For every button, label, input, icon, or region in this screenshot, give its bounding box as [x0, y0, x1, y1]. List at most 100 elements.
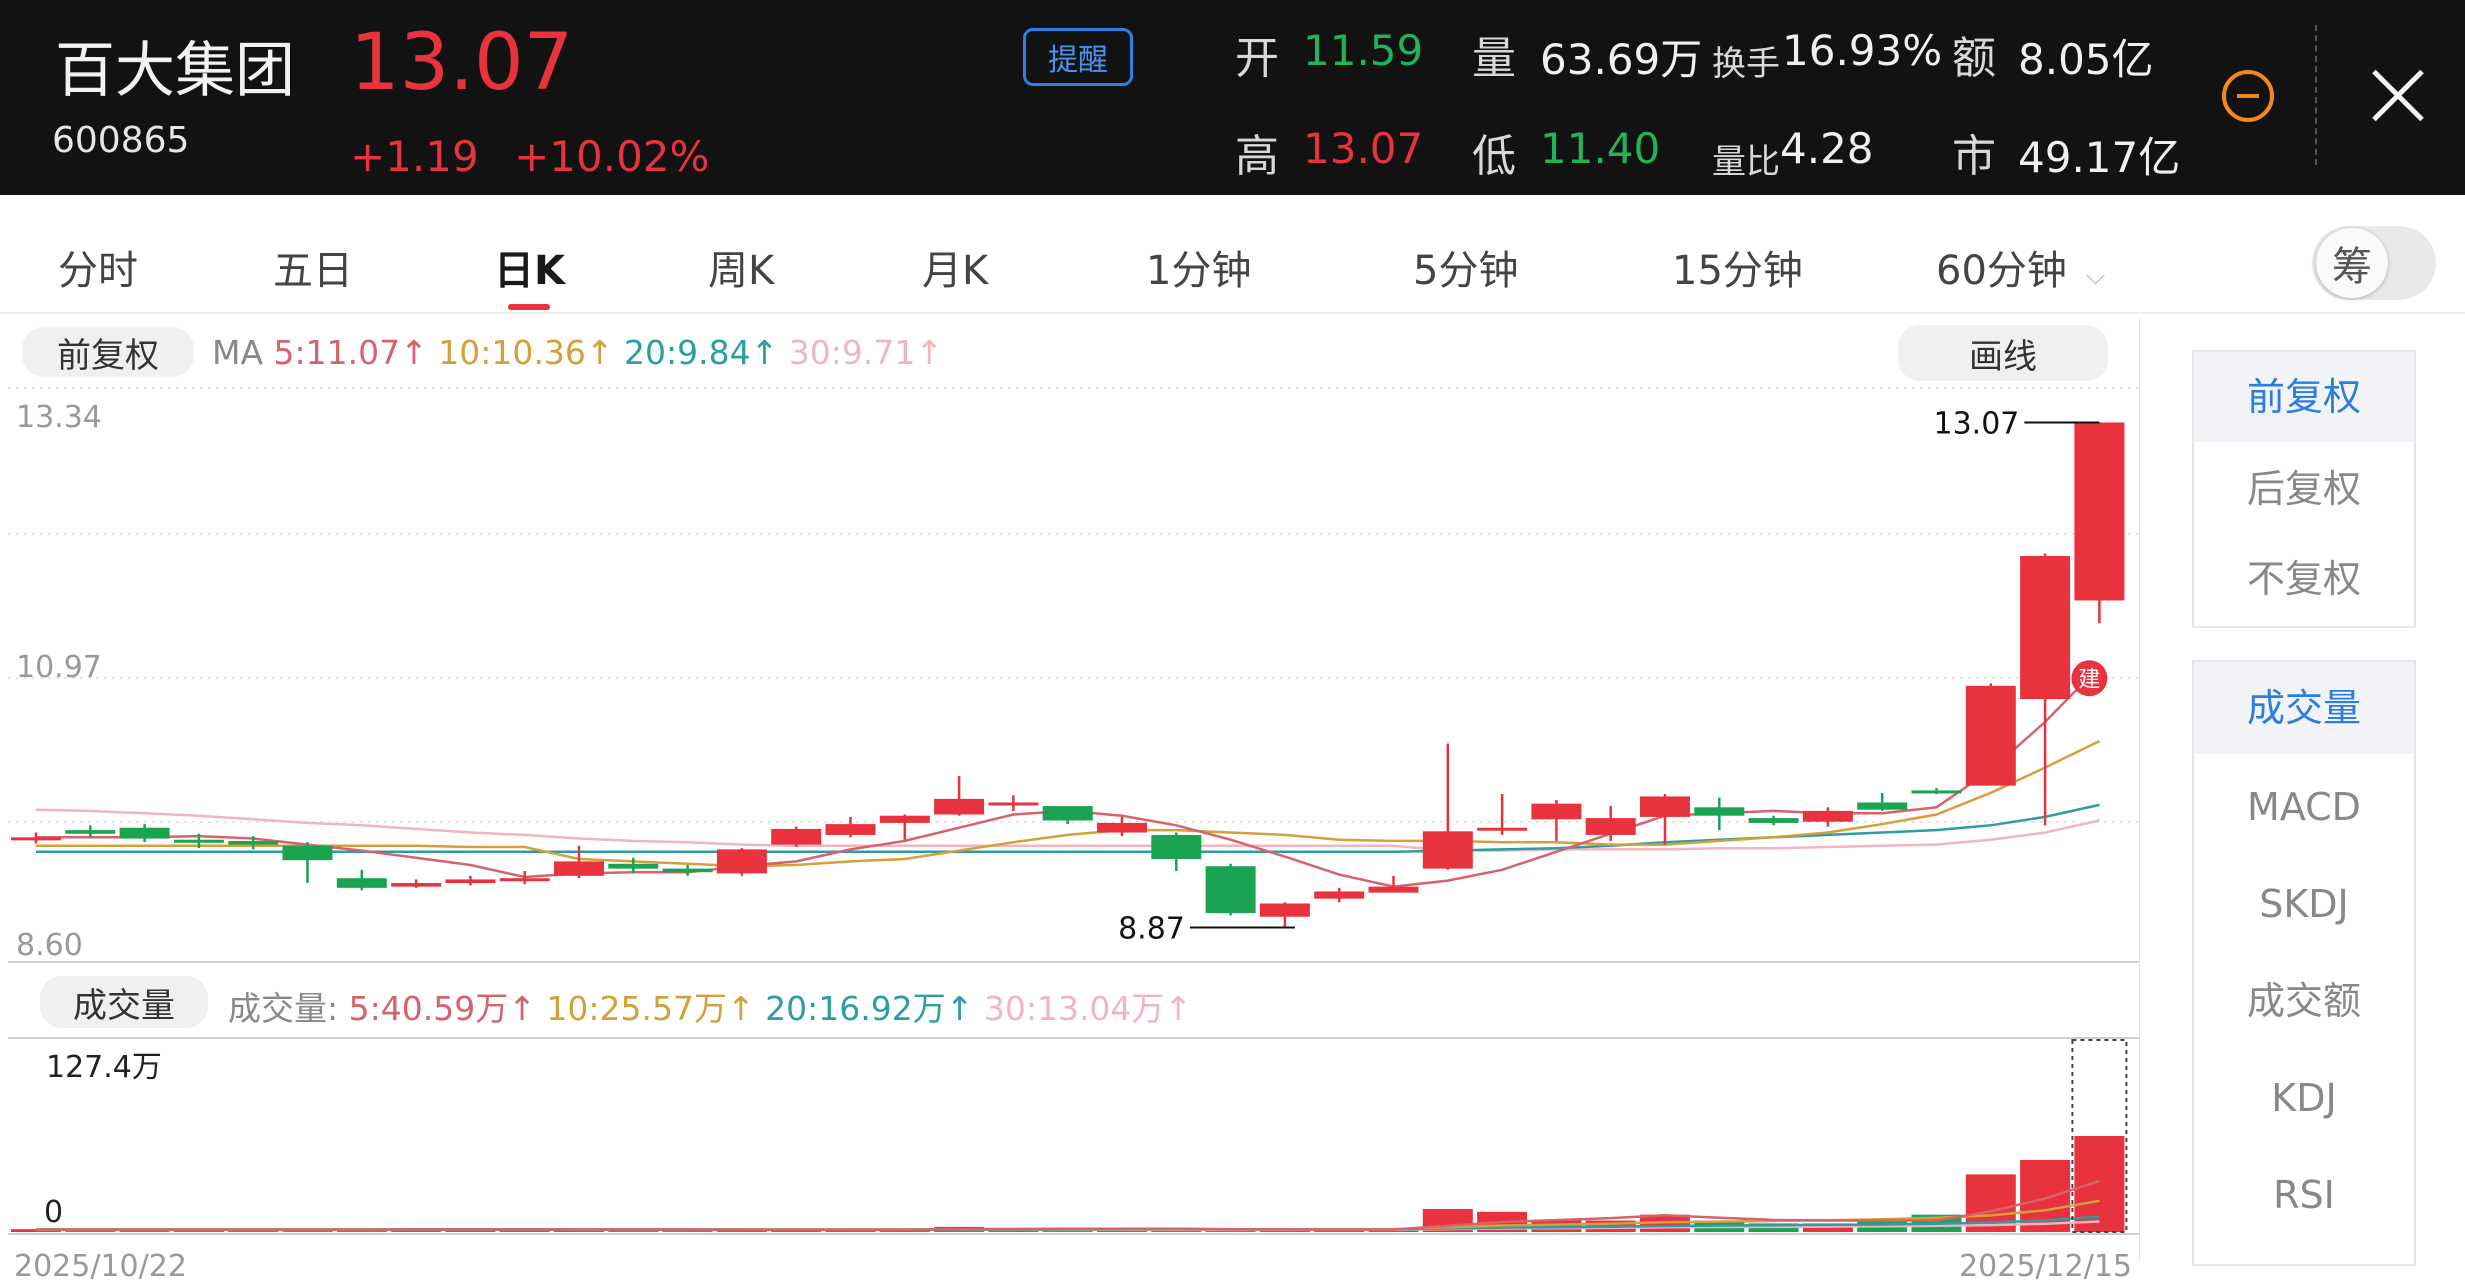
candle	[1314, 887, 1365, 903]
period-tabs: 分时 五日 日K 周K 月K 1分钟 5分钟 15分钟 60分钟 ⌵	[0, 212, 2465, 314]
tab-daily-k[interactable]: 日K	[494, 248, 565, 294]
price-axis-mid: 10.97	[16, 650, 102, 685]
candle	[879, 814, 930, 840]
candle	[1802, 807, 1853, 827]
high-marker-label: 13.07	[1934, 406, 2020, 441]
change-amount: +1.19	[350, 132, 479, 181]
tab-five-day[interactable]: 五日	[273, 248, 353, 294]
candle-body	[173, 839, 224, 843]
side-ind-amount[interactable]: 成交额	[2246, 979, 2361, 1023]
tab-intraday[interactable]: 分时	[58, 248, 138, 294]
tab-60min[interactable]: 60分钟 ⌵	[1936, 238, 2105, 296]
candle-body	[1965, 685, 2016, 786]
vol-ma10-value: 10:25.57万↑	[546, 989, 755, 1028]
price-change: +1.19 +10.02%	[350, 132, 709, 181]
tab-15min[interactable]: 15分钟	[1672, 248, 1803, 294]
price-axis-min: 8.60	[16, 928, 83, 963]
candle-body	[1640, 796, 1690, 817]
remove-watchlist-icon[interactable]	[2222, 70, 2274, 122]
candle-body	[1042, 806, 1093, 821]
tab-monthly-k[interactable]: 月K	[922, 248, 989, 294]
candle-body	[499, 878, 550, 882]
candle	[1531, 800, 1582, 841]
volume-label: 量	[1472, 33, 1516, 84]
ma20-value: 20:9.84↑	[624, 333, 779, 372]
header-divider	[2315, 25, 2317, 165]
candle	[391, 879, 442, 888]
candle-body	[1097, 822, 1147, 833]
volume-ma-lines	[36, 1179, 2100, 1232]
candle-body	[336, 878, 387, 888]
candle	[336, 869, 387, 891]
candle	[173, 833, 224, 849]
high-label: 高	[1235, 131, 1279, 182]
adjust-mode-panel: 前复权 后复权 不复权	[2192, 350, 2416, 628]
last-price: 13.07	[350, 18, 574, 108]
volume-axis-max: 127.4万	[46, 1050, 162, 1085]
volume-indicator-button[interactable]: 成交量	[40, 976, 208, 1028]
candle	[662, 865, 713, 876]
turnover-value: 16.93%	[1782, 26, 1943, 75]
candle	[1205, 863, 1256, 916]
chip-toggle-knob[interactable]: 筹	[2316, 228, 2388, 298]
open-value: 11.59	[1303, 26, 1424, 75]
tab-60min-label: 60分钟	[1936, 248, 2067, 294]
candle-body	[934, 798, 985, 815]
candle	[282, 842, 333, 884]
mcap-value: 49.17亿	[2018, 133, 2181, 182]
candle-body	[445, 879, 496, 884]
candle-body	[1585, 818, 1636, 835]
side-ind-macd[interactable]: MACD	[2247, 785, 2361, 829]
volume-prefix: 成交量:	[228, 989, 339, 1028]
candle-body	[282, 845, 333, 861]
amount-value: 8.05亿	[2018, 35, 2154, 84]
candle	[1259, 902, 1310, 928]
candle	[1151, 832, 1202, 872]
candle	[1748, 815, 1799, 826]
candle-body	[879, 815, 930, 823]
candle	[11, 832, 61, 844]
candle-body	[391, 883, 442, 887]
volume-ma-legend: 成交量: 5:40.59万↑ 10:25.57万↑ 20:16.92万↑ 30:…	[228, 982, 1192, 1030]
vol-ma20-value: 20:16.92万↑	[765, 989, 974, 1028]
adjust-mode-button[interactable]: 前复权	[22, 327, 194, 377]
price-axis-max: 13.34	[16, 400, 102, 435]
candle-body	[1802, 810, 1853, 822]
candle	[65, 825, 116, 838]
close-icon[interactable]	[2368, 66, 2428, 126]
x-axis-end-date: 2025/12/15	[1959, 1249, 2132, 1280]
side-adj-none[interactable]: 不复权	[2246, 557, 2361, 601]
low-label: 低	[1472, 131, 1516, 182]
candle-body	[554, 861, 604, 876]
kline-chart[interactable]: 13.34 10.97 8.60 13.07 8.87 建 127.4万 0 2…	[0, 0, 2140, 1280]
candle-body	[65, 830, 116, 834]
vol-ma5-line	[36, 1179, 2100, 1231]
draw-line-button[interactable]: 画线	[1898, 325, 2108, 381]
side-ind-skdj[interactable]: SKDJ	[2259, 882, 2349, 926]
price-grid	[8, 318, 2140, 1262]
candle	[1694, 797, 1745, 831]
candle	[554, 845, 604, 879]
selected-volume-highlight	[2071, 1039, 2128, 1233]
volume-bar	[2074, 1136, 2125, 1232]
high-value: 13.07	[1303, 124, 1424, 173]
candle	[1042, 806, 1093, 825]
candle	[2074, 422, 2125, 624]
side-ind-volume[interactable]: 成交量	[2194, 662, 2414, 754]
tab-5min[interactable]: 5分钟	[1413, 248, 1519, 294]
chevron-down-icon: ⌵	[2085, 261, 2106, 291]
side-ind-kdj[interactable]: KDJ	[2271, 1076, 2337, 1120]
tab-weekly-k[interactable]: 周K	[708, 248, 775, 294]
candle	[771, 826, 822, 847]
candle-body	[2074, 422, 2125, 601]
volratio-value: 4.28	[1780, 124, 1874, 173]
volume-bars	[11, 1136, 2125, 1232]
tab-1min[interactable]: 1分钟	[1146, 248, 1252, 294]
alert-button[interactable]: 提醒	[1023, 28, 1133, 86]
buy-signal-icon[interactable]	[2071, 660, 2108, 697]
side-adj-forward[interactable]: 前复权	[2194, 352, 2414, 442]
quote-header: 百大集团 600865 13.07 +1.19 +10.02% 提醒 开 11.…	[0, 0, 2465, 195]
vol-ma5-value: 5:40.59万↑	[348, 989, 536, 1028]
side-ind-rsi[interactable]: RSI	[2273, 1173, 2335, 1217]
side-adj-backward[interactable]: 后复权	[2246, 467, 2361, 511]
